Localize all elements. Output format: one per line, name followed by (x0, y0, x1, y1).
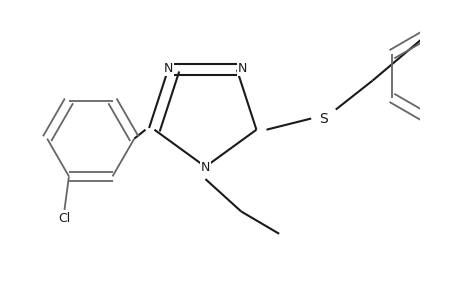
Text: S: S (319, 112, 327, 125)
Text: N: N (237, 62, 246, 75)
Text: N: N (163, 62, 173, 75)
Text: Cl: Cl (58, 212, 70, 225)
Text: N: N (200, 161, 210, 174)
